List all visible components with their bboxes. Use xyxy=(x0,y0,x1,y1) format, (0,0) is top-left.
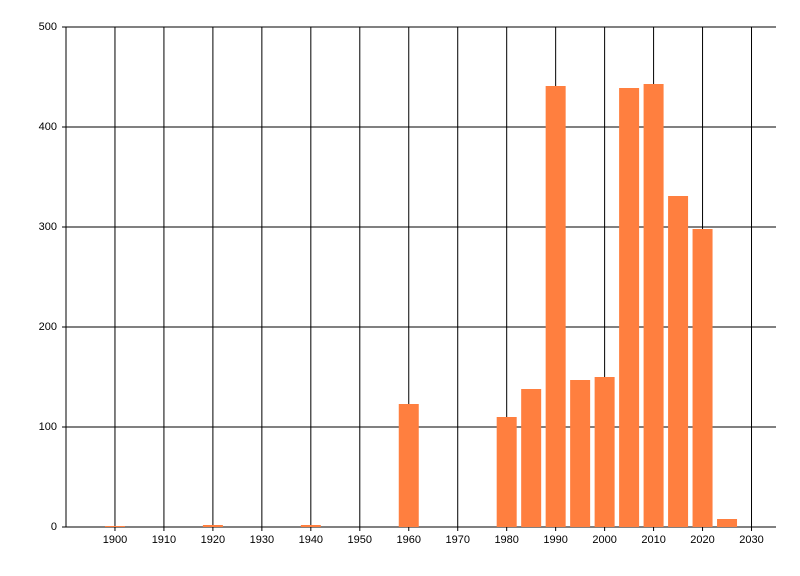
bar xyxy=(521,389,542,527)
y-tick-label: 200 xyxy=(39,321,57,333)
x-tick-label: 1940 xyxy=(299,534,323,546)
bar xyxy=(104,526,125,527)
bar xyxy=(668,196,689,527)
x-tick-label: 1960 xyxy=(397,534,421,546)
x-tick-label: 2000 xyxy=(592,534,616,546)
bar xyxy=(717,519,738,527)
bar xyxy=(570,380,591,527)
bar xyxy=(545,86,566,527)
bar xyxy=(300,525,321,527)
x-tick-label: 1930 xyxy=(250,534,274,546)
bar xyxy=(496,417,517,527)
x-tick-label: 1970 xyxy=(445,534,469,546)
bar xyxy=(202,525,223,527)
y-tick-label: 300 xyxy=(39,221,57,233)
y-tick-label: 0 xyxy=(51,521,57,533)
bar xyxy=(643,84,664,527)
x-tick-label: 1910 xyxy=(152,534,176,546)
x-tick-label: 1920 xyxy=(201,534,225,546)
bar xyxy=(619,88,640,527)
x-tick-label: 2020 xyxy=(690,534,714,546)
x-tick-label: 1950 xyxy=(348,534,372,546)
y-tick-label: 100 xyxy=(39,421,57,433)
y-tick-label: 500 xyxy=(39,21,57,33)
x-tick-label: 1990 xyxy=(543,534,567,546)
x-tick-label: 2030 xyxy=(739,534,763,546)
x-tick-label: 1900 xyxy=(103,534,127,546)
bar xyxy=(594,377,615,527)
bar xyxy=(692,229,713,527)
bar xyxy=(398,404,419,527)
x-tick-label: 1980 xyxy=(494,534,518,546)
x-tick-label: 2010 xyxy=(641,534,665,546)
y-tick-label: 400 xyxy=(39,121,57,133)
